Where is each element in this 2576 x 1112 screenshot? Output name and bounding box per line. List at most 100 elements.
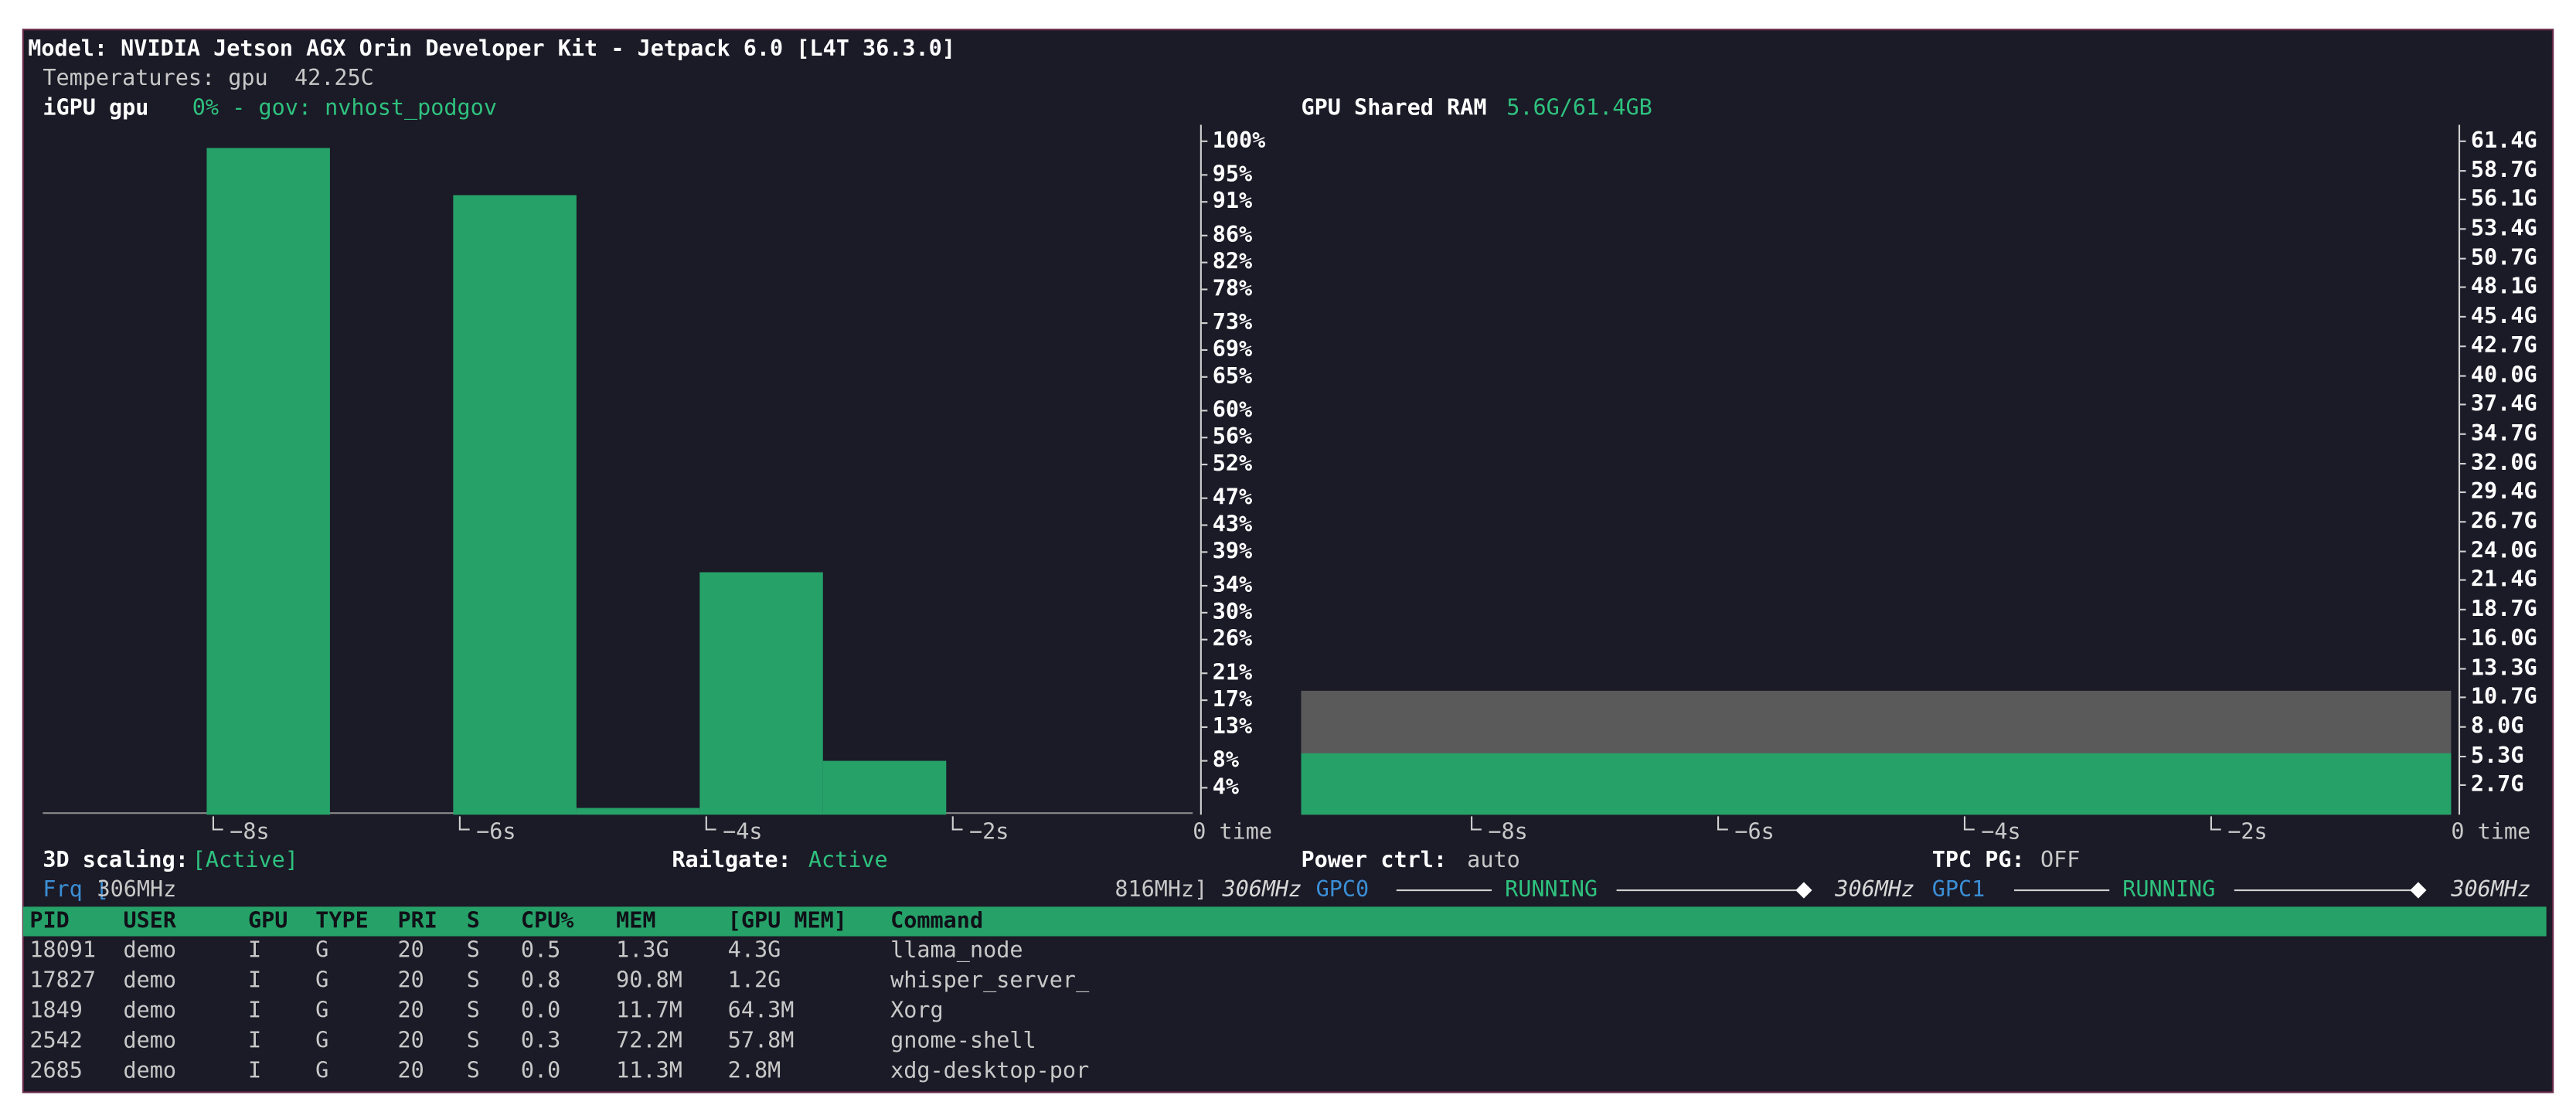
x-tick-label: −8s	[1488, 819, 1527, 845]
y-tick-label: 30%	[1213, 599, 1252, 624]
table-cell: I	[248, 997, 261, 1022]
y-tick-label: 58.7G	[2471, 157, 2537, 182]
table-cell: demo	[123, 1027, 176, 1052]
x-tick	[1717, 816, 1728, 831]
y-tick-label: 21%	[1213, 659, 1252, 685]
y-tick-label: 69%	[1213, 336, 1252, 362]
table-header: Command	[890, 907, 983, 933]
table-header: CPU%	[521, 907, 574, 933]
table-cell: 4.3G	[728, 937, 781, 963]
process-table: PID USER GPU TYPE PRI S CPU% MEM [GPU MEM] Comman…	[29, 907, 1090, 1083]
y-tick-label: 50.7G	[2471, 245, 2537, 270]
y-tick-label: 8%	[1213, 747, 1239, 773]
x-tick-label: −8s	[230, 819, 269, 845]
table-cell: S	[467, 1027, 480, 1052]
bar	[453, 195, 577, 815]
table-cell: 0.8	[521, 967, 560, 993]
table-cell: 0.5	[521, 937, 560, 963]
table-cell: 11.7M	[616, 997, 682, 1022]
table-cell: 20	[397, 937, 424, 963]
y-tick-label: 61.4G	[2471, 128, 2537, 153]
y-tick-label: 82%	[1213, 249, 1252, 274]
y-tick-label: 18.7G	[2471, 596, 2537, 621]
table-cell: llama_node	[890, 937, 1023, 964]
table-header: PRI	[397, 907, 437, 933]
table-cell: 1.2G	[728, 967, 781, 993]
table-cell: xdg-desktop-por	[890, 1057, 1089, 1083]
x-tick-label: −6s	[1734, 819, 1774, 845]
y-tick-label: 39%	[1213, 538, 1252, 563]
y-tick-label: 24.0G	[2471, 538, 2537, 563]
gpc0-frequency: 306MHz	[1834, 876, 1914, 902]
table-cell: demo	[123, 1057, 176, 1083]
y-tick-label: 95%	[1213, 161, 1252, 186]
frq-label: Frq [	[43, 876, 109, 902]
table-cell: demo	[123, 937, 176, 963]
y-tick-label: 100%	[1213, 128, 1266, 153]
table-cell: 20	[397, 967, 424, 993]
gpu-status: 0% - gov: nvhost_podgov	[192, 94, 497, 121]
gpc1-marker	[2410, 882, 2427, 899]
x-tick	[458, 816, 470, 831]
table-cell: I	[248, 1057, 261, 1083]
table-cell: I	[248, 937, 261, 963]
bar	[206, 148, 330, 815]
table-cell: 2.8M	[728, 1057, 781, 1083]
table-cell: S	[467, 937, 480, 963]
gpc0-state: RUNNING	[1505, 876, 1598, 902]
table-cell: G	[315, 937, 328, 963]
charts: 100% 95%91% 86%82%78% 73%69%65% 60%56%52% 47%…	[43, 124, 2537, 845]
table-cell: 0.3	[521, 1027, 560, 1052]
y-tick-label: 16.0G	[2471, 625, 2537, 651]
x-tick	[1471, 816, 1482, 831]
y-tick-label: 47%	[1213, 485, 1252, 510]
tpc-value: OFF	[2040, 847, 2080, 872]
y-tick-label: 48.1G	[2471, 274, 2537, 299]
table-cell: demo	[123, 967, 176, 993]
y-tick-label: 65%	[1213, 363, 1252, 389]
power-value: auto	[1467, 847, 1520, 872]
table-cell: 72.2M	[616, 1027, 682, 1052]
y-tick-label: 8.0G	[2471, 713, 2524, 739]
table-cell: I	[248, 967, 261, 993]
y-tick-label: 26.7G	[2471, 508, 2537, 533]
y-tick-label: 45.4G	[2471, 303, 2537, 328]
y-tick-label: 13.3G	[2471, 655, 2537, 681]
table-cell: S	[467, 967, 480, 993]
y-tick-label: 26%	[1213, 626, 1252, 651]
railgate-label: Railgate:	[672, 847, 791, 872]
table-cell: 2685	[29, 1057, 83, 1083]
y-tick-label: 60%	[1213, 396, 1252, 422]
y-tick-label: 4%	[1213, 774, 1239, 799]
table-cell: S	[467, 1057, 480, 1083]
table-cell: G	[315, 1057, 328, 1083]
y-tick-label: 56%	[1213, 423, 1252, 449]
y-tick-label: 29.4G	[2471, 478, 2537, 504]
table-cell: 2542	[29, 1027, 83, 1052]
y-tick-label: 73%	[1213, 309, 1252, 335]
gpu-title: iGPU gpu	[43, 94, 148, 120]
table-header: [GPU MEM]	[728, 907, 847, 933]
tpc-label: TPC PG:	[1932, 847, 2025, 872]
scaling-value: [Active]	[192, 847, 298, 872]
x-tick-label: −6s	[476, 819, 516, 845]
y-tick-label: 43%	[1213, 512, 1252, 537]
x-tick-label: −2s	[2227, 819, 2267, 845]
table-header-bar	[22, 906, 2547, 937]
gpc1-frequency: 306MHz	[2450, 876, 2530, 902]
x-tick-label: 0 time	[1193, 819, 1272, 845]
y-tick-label: 37.4G	[2471, 390, 2537, 416]
frq-max: 816MHz]	[1114, 876, 1207, 902]
y-tick-label: 53.4G	[2471, 215, 2537, 240]
ram-title: GPU Shared RAM	[1302, 94, 1487, 120]
table-cell: 1849	[29, 997, 83, 1022]
table-header: PID	[29, 907, 69, 933]
x-tick	[1963, 816, 1975, 831]
gpc1-label: GPC1	[1932, 876, 1986, 902]
table-cell: gnome-shell	[890, 1027, 1036, 1052]
table-cell: 11.3M	[616, 1057, 682, 1083]
gpc0-marker	[1795, 882, 1812, 899]
gpc0-label: GPC0	[1316, 876, 1370, 902]
table-cell: G	[315, 997, 328, 1022]
